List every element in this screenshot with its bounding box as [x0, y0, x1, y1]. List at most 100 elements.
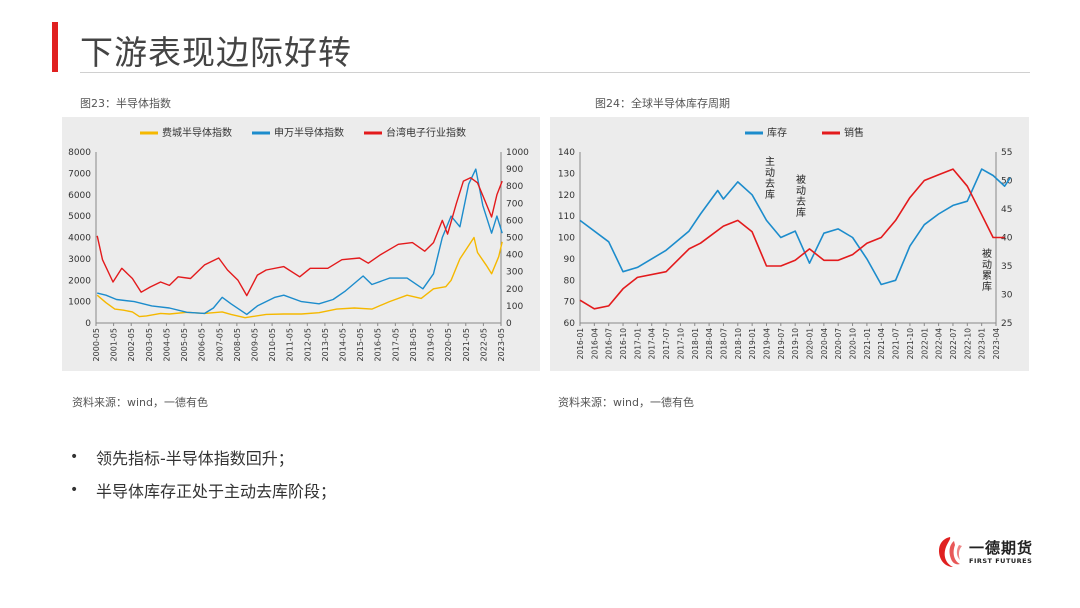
y-left-tick-label: 8000	[68, 148, 91, 158]
x-tick-label: 2017-05	[391, 328, 400, 361]
x-tick-label: 2020-07	[834, 328, 843, 360]
x-tick-label: 2021-01	[863, 328, 872, 360]
x-tick-label: 2022-07	[949, 328, 958, 360]
x-tick-label: 2021-04	[877, 328, 886, 360]
annotation-label: 被动去库	[796, 173, 806, 219]
y-right-tick-label: 500	[506, 234, 523, 244]
bullet-item: • 半导体库存正处于主动去库阶段；	[70, 473, 336, 506]
y-right-tick-label: 700	[506, 199, 523, 209]
y-right-tick-label: 55	[1001, 148, 1012, 158]
x-tick-label: 2020-04	[820, 328, 829, 360]
x-tick-label: 2018-07	[719, 328, 728, 360]
legend-label: 销售	[844, 126, 864, 139]
x-tick-label: 2018-04	[705, 328, 714, 360]
y-right-tick-label: 25	[1001, 319, 1012, 329]
x-tick-label: 2018-01	[691, 328, 700, 360]
series-line-1	[96, 236, 503, 319]
y-right-tick-label: 800	[506, 182, 523, 192]
y-left-tick-label: 4000	[68, 234, 91, 244]
series-line-3	[96, 177, 503, 297]
legend-label: 申万半导体指数	[274, 126, 344, 139]
inventory-cycle-chart: 6070809010011012013014025303540455055201…	[558, 126, 1013, 360]
x-tick-label: 2014-05	[339, 328, 348, 361]
x-tick-label: 2010-05	[268, 328, 277, 361]
y-right-tick-label: 200	[506, 285, 523, 295]
bullet-marker: •	[70, 481, 79, 498]
y-left-tick-label: 7000	[68, 169, 91, 179]
x-tick-label: 2006-05	[198, 328, 207, 361]
x-tick-label: 2023-05	[497, 328, 506, 361]
figure-24-source: 资料来源：wind，一德有色	[558, 396, 695, 409]
x-tick-label: 2004-05	[162, 328, 171, 361]
x-tick-label: 2022-10	[963, 328, 972, 360]
y-right-tick-label: 300	[506, 268, 523, 278]
x-tick-label: 2008-05	[233, 328, 242, 361]
x-tick-label: 2017-07	[662, 328, 671, 360]
x-tick-label: 2016-05	[374, 328, 383, 361]
chart-panel-semiconductor-index: 0 1000 2000 3000 4000 5000 6000 7000 8000 0 100 200…	[62, 117, 540, 371]
logo-subtext: FIRST FUTURES	[969, 557, 1033, 565]
x-tick-label: 2021-05	[462, 328, 471, 361]
figure-23-caption: 图23：半导体指数	[80, 97, 171, 110]
bullet-item: • 领先指标-半导体指数回升；	[70, 440, 336, 473]
annotation-label: 主动去库	[765, 156, 775, 201]
bullet-list: • 领先指标-半导体指数回升； • 半导体库存正处于主动去库阶段；	[70, 440, 336, 506]
x-tick-label: 2012-05	[303, 328, 312, 361]
x-tick-label: 2015-05	[356, 328, 365, 361]
y-left-tick-label: 140	[558, 148, 575, 158]
y-right-tick-label: 900	[506, 165, 523, 175]
y-left-tick-label: 3000	[68, 255, 91, 265]
x-tick-label: 2005-05	[180, 328, 189, 361]
x-tick-label: 2002-05	[127, 328, 136, 361]
x-tick-label: 2019-05	[427, 328, 436, 361]
legend-label: 费城半导体指数	[162, 126, 232, 139]
y-right-tick-label: 35	[1001, 262, 1012, 272]
y-right-tick-label: 400	[506, 251, 523, 261]
y-left-tick-label: 5000	[68, 212, 91, 222]
y-left-tick-label: 0	[85, 319, 91, 329]
series-line-1	[579, 168, 1011, 286]
x-tick-label: 2011-05	[286, 328, 295, 361]
figure-24-caption: 图24：全球半导体库存周期	[595, 97, 730, 110]
x-tick-label: 2016-01	[576, 328, 585, 360]
x-tick-label: 2022-05	[479, 328, 488, 361]
y-left-tick-label: 110	[558, 212, 575, 222]
x-tick-label: 2020-01	[806, 328, 815, 360]
x-tick-label: 2016-10	[619, 328, 628, 360]
x-tick-label: 2003-05	[145, 328, 154, 361]
x-tick-label: 2017-10	[676, 328, 685, 360]
bullet-text: 领先指标-半导体指数回升；	[96, 448, 294, 468]
y-left-tick-label: 70	[564, 298, 576, 308]
y-right-tick-label: 600	[506, 216, 523, 226]
x-tick-label: 2009-05	[250, 328, 259, 361]
x-tick-label: 2017-01	[633, 328, 642, 360]
figure-23-source: 资料来源：wind，一德有色	[72, 396, 209, 409]
company-logo: 一德期货 FIRST FUTURES	[935, 535, 1045, 575]
x-tick-label: 2021-10	[906, 328, 915, 360]
x-tick-label: 2020-10	[849, 328, 858, 360]
x-tick-label: 2018-10	[734, 328, 743, 360]
legend-label: 库存	[767, 126, 787, 139]
x-tick-label: 2020-05	[444, 328, 453, 361]
bullet-marker: •	[70, 448, 79, 465]
logo-swirl-icon	[939, 537, 962, 567]
y-left-tick-label: 120	[558, 191, 575, 201]
x-tick-label: 2018-05	[409, 328, 418, 361]
y-right-tick-label: 40	[1001, 234, 1013, 244]
y-left-tick-label: 1000	[68, 298, 91, 308]
y-right-tick-label: 1000	[506, 148, 529, 158]
x-tick-label: 2000-05	[92, 328, 101, 361]
y-left-tick-label: 100	[558, 234, 575, 244]
x-tick-label: 2016-04	[590, 328, 599, 360]
y-right-tick-label: 30	[1001, 291, 1013, 301]
y-left-tick-label: 60	[564, 319, 576, 329]
logo-text: 一德期货	[969, 539, 1034, 557]
x-tick-label: 2016-07	[605, 328, 614, 360]
x-tick-label: 2023-04	[992, 328, 1001, 360]
title-divider	[80, 72, 1030, 73]
y-left-tick-label: 2000	[68, 276, 91, 286]
semiconductor-index-chart: 0 1000 2000 3000 4000 5000 6000 7000 8000 0 100 200…	[68, 126, 529, 361]
x-tick-label: 2019-01	[748, 328, 757, 360]
y-right-tick-label: 0	[506, 319, 512, 329]
x-tick-label: 2001-05	[110, 328, 119, 361]
